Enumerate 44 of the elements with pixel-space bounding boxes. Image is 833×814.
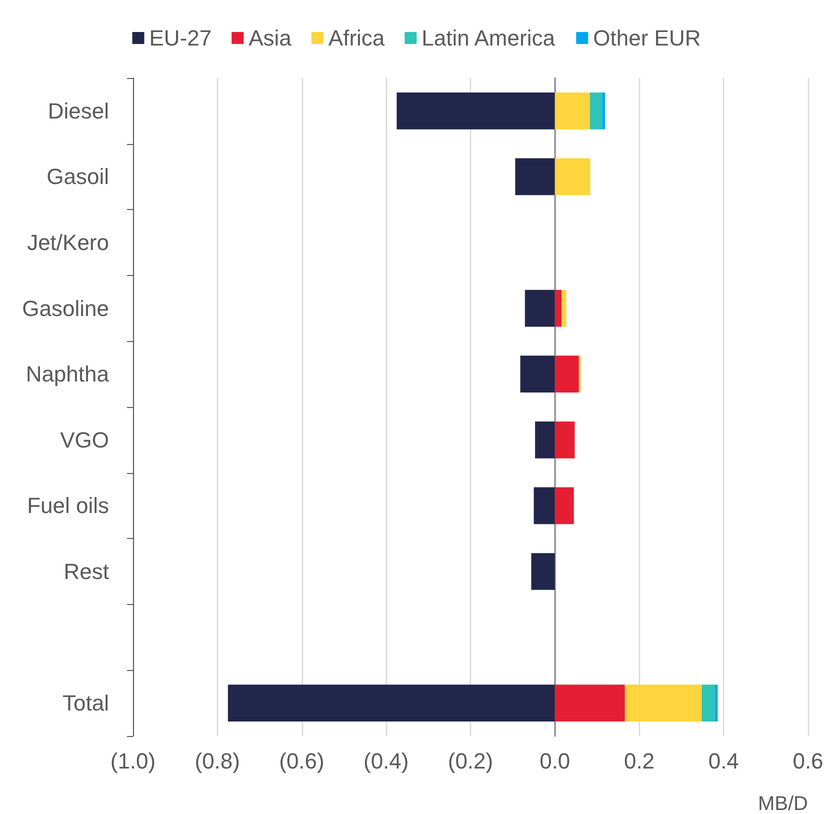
bar xyxy=(554,158,590,196)
x-tick-label: 0.2 xyxy=(624,748,655,774)
bar xyxy=(590,92,602,130)
y-tick-label: Gasoil xyxy=(46,164,109,190)
y-tick-label: Jet/Kero xyxy=(27,230,109,255)
x-tick-label: 0.0 xyxy=(540,748,570,774)
x-tick-label: 0.4 xyxy=(708,748,739,774)
bar xyxy=(515,158,555,196)
bar xyxy=(535,421,555,458)
bar xyxy=(534,487,555,524)
y-tick-label: Rest xyxy=(64,559,109,584)
y-tick-label: Naphtha xyxy=(26,362,110,387)
bar xyxy=(520,356,555,393)
x-tick-label: (0.4) xyxy=(364,748,409,774)
x-tick-label: (0.2) xyxy=(448,748,494,774)
bar xyxy=(228,684,555,722)
bar xyxy=(562,290,566,327)
bar xyxy=(554,356,579,393)
y-tick-label: VGO xyxy=(60,427,109,452)
bar xyxy=(624,684,702,722)
bar xyxy=(554,290,562,327)
x-tick-label: (0.6) xyxy=(279,748,324,774)
bar xyxy=(702,684,715,722)
y-tick-label: Fuel oils xyxy=(27,493,109,518)
y-tick-label: Diesel xyxy=(48,98,109,124)
legend-label: EU-27 xyxy=(149,26,212,50)
bar xyxy=(554,684,625,722)
x-axis-title: MB/D xyxy=(758,793,808,814)
bar xyxy=(396,92,555,130)
legend-label: Africa xyxy=(328,26,386,50)
y-tick-label: Total xyxy=(62,690,109,716)
legend-label: Other EUR xyxy=(593,26,701,50)
bar xyxy=(554,92,590,130)
x-tick-label: 0.6 xyxy=(792,748,824,774)
y-tick-label: Gasoline xyxy=(22,296,109,321)
x-tick-label: (0.8) xyxy=(194,748,240,774)
bar xyxy=(554,421,575,458)
bar xyxy=(531,553,555,590)
x-tick-label: (1.0) xyxy=(110,748,156,774)
bar xyxy=(554,487,574,524)
bar xyxy=(602,92,606,130)
legend-label: Latin America xyxy=(422,26,556,50)
bar xyxy=(524,290,555,327)
legend-label: Asia xyxy=(248,26,292,50)
